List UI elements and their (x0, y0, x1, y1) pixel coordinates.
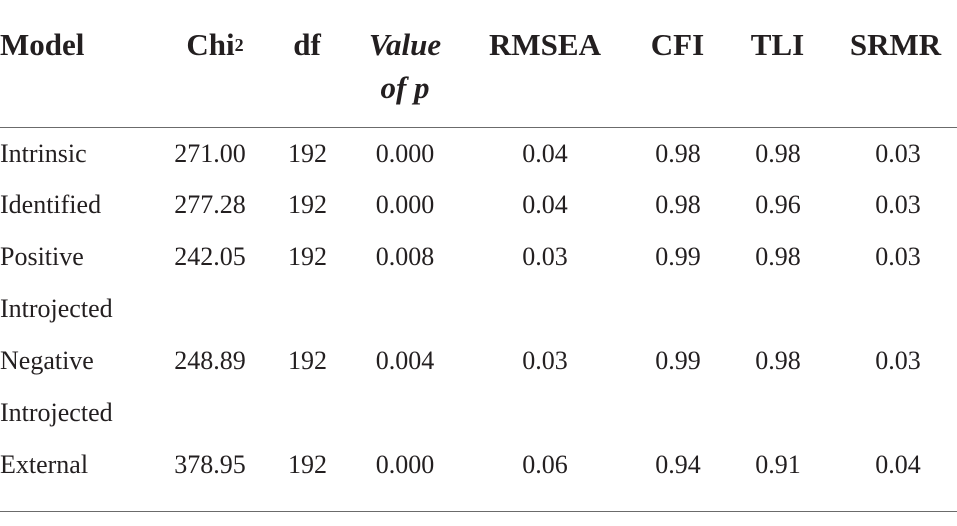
header-p-value-line2: of p (380, 70, 430, 105)
row-srmr: 0.03 (875, 346, 921, 375)
row-rmsea: 0.04 (522, 190, 568, 219)
row-tli: 0.91 (755, 450, 801, 479)
row-rmsea: 0.06 (522, 450, 568, 479)
header-srmr: SRMR (849, 27, 942, 62)
row-rmsea: 0.04 (522, 139, 568, 168)
row-tli: 0.98 (755, 242, 801, 271)
row-tli: 0.98 (755, 346, 801, 375)
row-rmsea: 0.03 (522, 242, 568, 271)
row-chi2: 248.89 (174, 346, 246, 375)
header-chi-superscript: 2 (234, 35, 244, 55)
row-cfi: 0.99 (655, 346, 701, 375)
row-p: 0.000 (375, 190, 435, 219)
header-chi-squared: Chi2 (170, 25, 260, 65)
row-df: 192 (288, 346, 327, 375)
row-cfi: 0.98 (655, 190, 701, 219)
row-model: Identified (0, 190, 102, 219)
row-cfi: 0.98 (655, 139, 701, 168)
row-df: 192 (288, 139, 327, 168)
header-divider (0, 127, 957, 128)
row-model-continuation: Introjected (0, 294, 113, 323)
row-tli: 0.96 (755, 190, 801, 219)
row-cfi: 0.99 (655, 242, 701, 271)
header-cfi: CFI (650, 27, 705, 62)
row-p: 0.008 (375, 242, 435, 271)
row-chi2: 242.05 (174, 242, 246, 271)
header-df: df (293, 27, 321, 62)
row-srmr: 0.03 (875, 242, 921, 271)
row-srmr: 0.03 (875, 190, 921, 219)
row-model-continuation: Introjected (0, 398, 113, 427)
row-model: Intrinsic (0, 139, 87, 168)
row-p: 0.000 (375, 139, 435, 168)
header-p-value-line1: Value (368, 27, 442, 62)
header-chi-base: Chi (186, 27, 235, 62)
row-df: 192 (288, 450, 327, 479)
row-df: 192 (288, 242, 327, 271)
row-rmsea: 0.03 (522, 346, 568, 375)
row-p: 0.004 (375, 346, 435, 375)
row-srmr: 0.03 (875, 139, 921, 168)
row-chi2: 277.28 (174, 190, 246, 219)
row-p: 0.000 (375, 450, 435, 479)
header-rmsea: RMSEA (489, 27, 601, 62)
row-model: External (0, 450, 89, 479)
row-tli: 0.98 (755, 139, 801, 168)
row-model: Negative (0, 346, 94, 375)
row-srmr: 0.04 (875, 450, 921, 479)
row-model: Positive (0, 242, 84, 271)
row-chi2: 271.00 (174, 139, 246, 168)
header-model: Model (0, 27, 85, 62)
row-cfi: 0.94 (655, 450, 701, 479)
row-chi2: 378.95 (174, 450, 246, 479)
row-df: 192 (288, 190, 327, 219)
header-tli: TLI (750, 27, 805, 62)
table-bottom-divider (0, 511, 957, 512)
